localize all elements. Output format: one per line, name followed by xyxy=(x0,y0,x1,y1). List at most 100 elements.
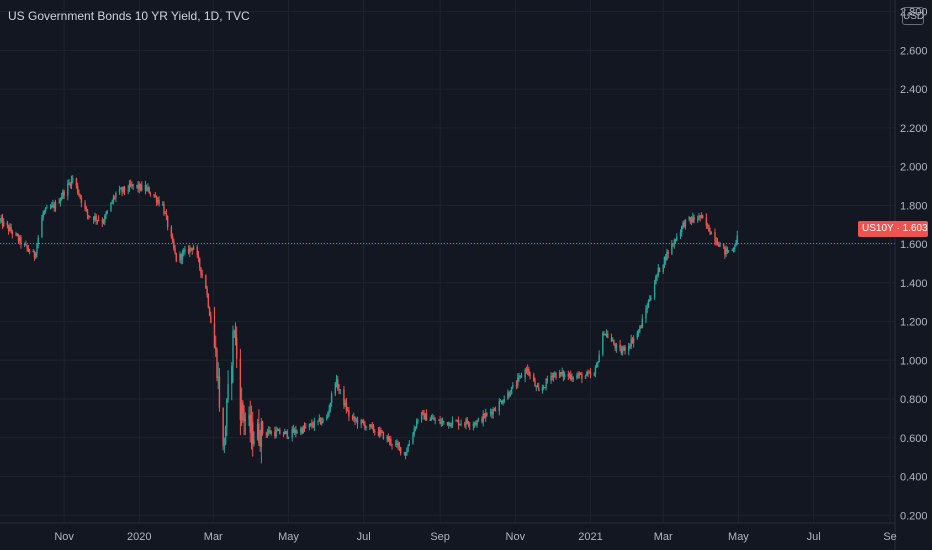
candle-body xyxy=(451,420,454,426)
candle-body xyxy=(49,207,52,209)
candle-body xyxy=(345,402,348,411)
candle-body xyxy=(567,373,570,377)
candle-body xyxy=(17,235,20,241)
candle-body xyxy=(579,373,582,375)
x-tick-label: Jul xyxy=(357,531,371,543)
candle-body xyxy=(459,424,461,426)
candle-body xyxy=(223,444,226,446)
candle-body xyxy=(295,429,297,433)
candle-body xyxy=(205,275,207,289)
candle-body xyxy=(101,220,104,223)
candle-body xyxy=(676,236,678,241)
candle-body xyxy=(287,437,290,439)
candle-body xyxy=(327,413,329,418)
candle-body xyxy=(561,371,563,375)
candle-body xyxy=(425,413,428,421)
candle-body xyxy=(218,376,221,408)
candle-body xyxy=(335,379,338,384)
candle-body xyxy=(709,231,711,235)
candle-body xyxy=(180,253,182,260)
candle-body xyxy=(339,389,341,391)
candle-body xyxy=(144,185,147,191)
candle-body xyxy=(544,387,546,389)
candle-body xyxy=(604,333,606,336)
candle-body xyxy=(201,273,203,276)
candle-body xyxy=(667,251,669,254)
candle-body xyxy=(37,237,39,245)
candle-body xyxy=(110,202,112,212)
candle-body xyxy=(68,183,70,185)
candle-body xyxy=(508,392,510,396)
y-tick-label: 0.200 xyxy=(900,510,928,522)
candle-body xyxy=(338,388,340,390)
candle-body xyxy=(181,252,184,260)
candle-body xyxy=(407,446,409,452)
candle-body xyxy=(120,188,122,190)
candle-body xyxy=(234,330,237,338)
candle-body xyxy=(128,183,131,190)
candle-body xyxy=(79,194,81,198)
time-axis[interactable]: Nov 2020 Mar May Jul Sep Nov 2021 Mar May Jul Se xyxy=(54,531,896,543)
candle-body xyxy=(449,422,451,427)
candle-body xyxy=(430,418,433,421)
candle-body xyxy=(414,427,417,429)
candle-body xyxy=(515,385,518,387)
candle-body xyxy=(406,451,408,456)
candlestick-series[interactable] xyxy=(0,175,738,464)
candle-body xyxy=(41,218,43,238)
candle-body xyxy=(456,420,459,422)
candle-body xyxy=(690,219,693,222)
candle-body xyxy=(620,349,623,354)
candle-body xyxy=(482,414,484,422)
candle-body xyxy=(208,307,211,316)
candle-body xyxy=(309,423,312,425)
y-tick-label: 2.200 xyxy=(900,123,928,135)
currency-button[interactable]: USD xyxy=(902,7,924,25)
candle-body xyxy=(243,413,245,421)
candle-body xyxy=(191,248,194,250)
candle-body xyxy=(302,426,304,434)
candle-body xyxy=(646,307,648,310)
candle-body xyxy=(164,213,166,215)
candle-body xyxy=(354,416,356,421)
candle-body xyxy=(640,327,642,329)
candle-body xyxy=(1,218,4,226)
candle-body xyxy=(275,430,277,437)
candle-body xyxy=(274,431,276,437)
price-axis[interactable]: 0.200 0.400 0.600 0.800 1.000 1.200 1.400 1.600… xyxy=(900,7,928,523)
x-tick-label: May xyxy=(278,531,299,543)
candle-body xyxy=(174,248,176,254)
candle-body xyxy=(689,217,692,220)
candle-body xyxy=(632,338,635,343)
candle-body xyxy=(276,430,279,432)
candle-body xyxy=(330,393,333,404)
x-tick-label: 2021 xyxy=(578,531,602,543)
candle-body xyxy=(148,187,150,194)
candle-body xyxy=(628,346,630,352)
candle-body xyxy=(355,419,357,421)
candle-body xyxy=(708,224,710,232)
candle-body xyxy=(252,422,254,445)
candle-body xyxy=(671,243,673,254)
candle-body xyxy=(72,178,74,180)
candle-body xyxy=(369,424,371,427)
candle-body xyxy=(382,431,385,440)
candle-body xyxy=(213,322,216,348)
candle-body xyxy=(217,376,219,378)
candle-body xyxy=(656,274,658,277)
y-tick-label: 2.600 xyxy=(900,45,928,57)
candle-body xyxy=(207,294,210,308)
candle-body xyxy=(520,375,523,378)
candle-body xyxy=(510,386,513,395)
symbol-label: US10Y xyxy=(862,223,894,234)
candle-body xyxy=(509,394,512,396)
x-tick-label: Mar xyxy=(654,531,673,543)
candle-body xyxy=(256,423,259,440)
candle-body xyxy=(584,375,587,379)
candle-body xyxy=(446,422,449,426)
candle-body xyxy=(118,188,121,194)
candle-body xyxy=(33,251,36,258)
candle-body xyxy=(465,419,467,425)
candle-body xyxy=(645,309,647,319)
